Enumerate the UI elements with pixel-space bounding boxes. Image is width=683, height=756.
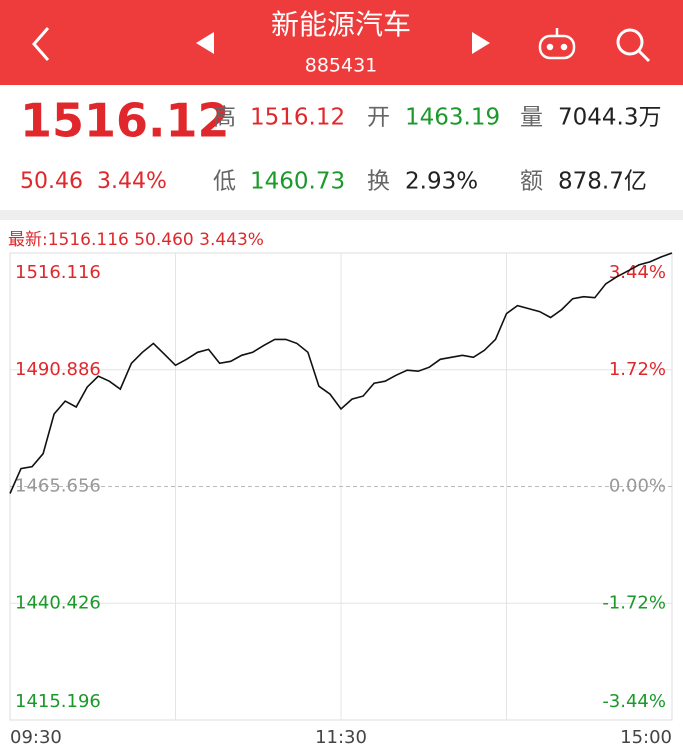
- x-tick-label: 09:30: [10, 727, 62, 748]
- field-value: 2.93%: [405, 169, 478, 195]
- field-value: 1516.12: [250, 105, 345, 131]
- y2-tick-label: 3.44%: [609, 262, 666, 283]
- field-value: 878.7亿: [558, 169, 647, 195]
- stock-code: 885431: [305, 55, 378, 77]
- field-value: 1460.73: [250, 169, 345, 195]
- page-title: 新能源汽车: [271, 8, 411, 41]
- y-tick-label: 1415.196: [15, 691, 101, 712]
- field-label: 低: [213, 169, 236, 195]
- y2-tick-label: -1.72%: [602, 592, 666, 613]
- prev-button[interactable]: [196, 32, 214, 54]
- field-label: 开: [367, 105, 390, 131]
- y-tick-label: 1465.656: [15, 476, 101, 497]
- search-icon[interactable]: [616, 28, 651, 63]
- robot-icon[interactable]: [538, 28, 576, 60]
- price-line: [9, 252, 673, 494]
- y-tick-label: 1440.426: [15, 592, 101, 613]
- y2-tick-label: 1.72%: [609, 359, 666, 380]
- field-label: 换: [367, 169, 390, 195]
- y2-tick-label: 0.00%: [609, 476, 666, 497]
- separator: [0, 210, 683, 220]
- field-value: 7044.3万: [558, 105, 661, 131]
- field-label: 高: [213, 105, 236, 131]
- change-pct: 3.44%: [97, 169, 167, 194]
- field-value: 1463.19: [405, 105, 500, 131]
- field-label: 额: [520, 169, 543, 195]
- next-button[interactable]: [472, 32, 490, 54]
- y-tick-label: 1516.116: [15, 262, 101, 283]
- x-tick-label: 15:00: [620, 727, 672, 748]
- chart-title: 最新:1516.116 50.460 3.443%: [8, 230, 264, 250]
- field-label: 量: [520, 105, 543, 131]
- price: 1516.12: [20, 94, 230, 148]
- y2-tick-label: -3.44%: [602, 691, 666, 712]
- back-button[interactable]: [32, 27, 50, 61]
- y-tick-label: 1490.886: [15, 359, 101, 380]
- top-bar: [0, 0, 683, 85]
- x-tick-label: 11:30: [315, 727, 367, 748]
- change: 50.46: [20, 169, 83, 194]
